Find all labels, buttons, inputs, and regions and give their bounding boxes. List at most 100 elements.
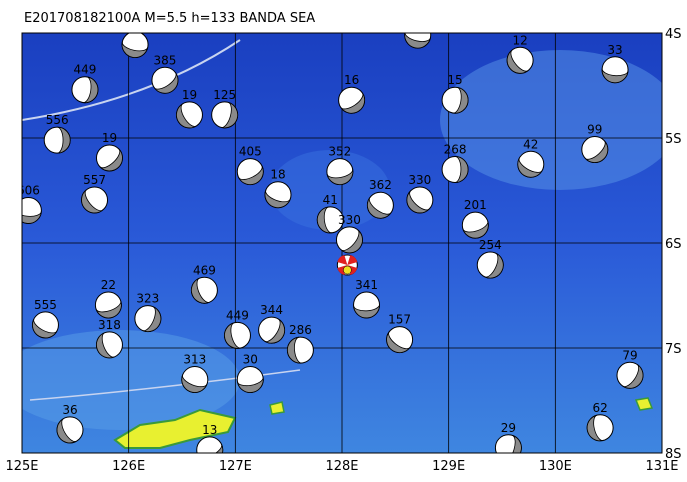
focal-mechanism: 36 [56,403,84,444]
main-compression [337,255,358,276]
focal-mechanism: 362 [366,178,394,219]
focal-mechanism: 17 [404,8,432,49]
focal-mechanism: 254 [476,238,504,279]
beachball-compression [237,377,264,393]
beachball-compression [22,209,42,224]
depth-label: 157 [388,313,411,327]
beachball-compression [340,229,363,254]
focal-mechanism: 41 [316,193,344,234]
depth-label: 99 [587,123,602,137]
depth-label: 268 [444,143,467,157]
focal-mechanism: 29 [494,421,522,453]
main-event [336,254,358,276]
x-tick-label: 130E [539,459,572,474]
depth-label: 606 [17,183,40,197]
beachball-compression [96,332,115,359]
depth-label: 201 [464,198,487,212]
focal-mechanism: 42 [517,137,545,178]
depth-label: 13 [202,423,217,437]
focal-mechanism: 19 [175,88,203,129]
beachball-compression [367,197,392,219]
focal-mechanism: 16 [338,73,366,114]
x-tick-label: 128E [325,459,358,474]
focal-mechanism: 555 [31,298,59,339]
beachball-compression [99,148,123,172]
depth-label: 405 [239,145,262,159]
depth-label: 254 [479,238,502,252]
y-tick-label: 6S [665,237,682,252]
depth-label: 449 [226,308,249,322]
depth-label: 33 [607,43,622,57]
depth-label: 323 [136,292,159,306]
depth-label: 385 [153,53,176,67]
focal-mechanism: 62 [586,401,614,442]
beachball-compression [340,92,365,114]
x-tick-label: 127E [219,459,252,474]
beachball-compression [386,331,411,353]
focal-mechanism: 99 [581,123,609,164]
beachball-compression [32,318,58,339]
beachball-compression [56,418,77,444]
focal-mechanism: 18 [264,168,292,209]
main-center [343,265,352,275]
depth-label: 79 [622,348,637,362]
focal-mechanism: 19 [95,131,123,172]
y-tick-label: 4S [665,27,682,42]
focal-mechanism: 30 [236,353,264,393]
beachball-compression [191,277,210,304]
focal-mechanism: 13 [196,423,224,453]
focal-mechanism: 157 [386,313,414,354]
focal-mechanism: 33 [601,43,629,84]
beachball-compression [220,102,239,129]
map-title: E201708182100A M=5.5 h=133 BANDA SEA [24,11,315,26]
depth-label: 344 [260,303,283,317]
focal-mechanism: 449 [71,63,99,104]
beachball-compression [264,318,285,344]
beachball-compression [95,300,122,319]
focal-mechanism: 286 [286,323,314,364]
focal-mechanism: 79 [616,348,644,389]
depth-label: 30 [243,353,258,367]
depth-label: 15 [447,73,462,87]
depth-label: 42 [523,137,538,151]
focal-mechanism: 330 [406,173,434,214]
x-tick-label: 126E [112,459,145,474]
focal-mechanism: 125 [211,88,239,129]
depth-label: 19 [182,88,197,102]
beachball-compression [517,157,543,178]
beachball-compression [181,374,208,393]
depth-label: 352 [328,145,351,159]
focal-mechanism: 449 [223,308,251,349]
beachball-compression [287,336,302,364]
depth-label: 286 [289,323,312,337]
depth-label: 313 [183,353,206,367]
beachball-compression [584,140,609,163]
depth-label: 18 [270,168,285,182]
beachball-compression [484,252,504,279]
beachball-compression [452,86,469,114]
beachball-compression [316,206,332,234]
focal-mechanism: 268 [441,143,469,183]
beachball-compression [504,434,522,453]
frame [21,32,663,454]
beachball-compression [176,103,197,129]
focal-mechanism: 469 [190,263,218,304]
focal-mechanism: 15 [441,73,469,114]
beachball-compression [326,169,354,185]
depth-label: 125 [213,88,236,102]
island [634,397,654,411]
x-tick-label: 129E [432,459,465,474]
beachball-compression [406,190,430,214]
depth-label: 17 [410,8,425,22]
focal-mechanism: 12 [506,33,534,74]
depth-label: 62 [592,401,607,415]
depth-label: 330 [338,213,361,227]
focal-mechanism: 557 [81,173,109,214]
depth-label: 330 [408,173,431,187]
focal-mechanism: 606 [17,183,42,224]
y-tick-label: 7S [665,342,682,357]
beachball-compression [142,306,162,332]
focal-mechanism: 201 [461,198,489,239]
depth-label: 555 [34,298,57,312]
